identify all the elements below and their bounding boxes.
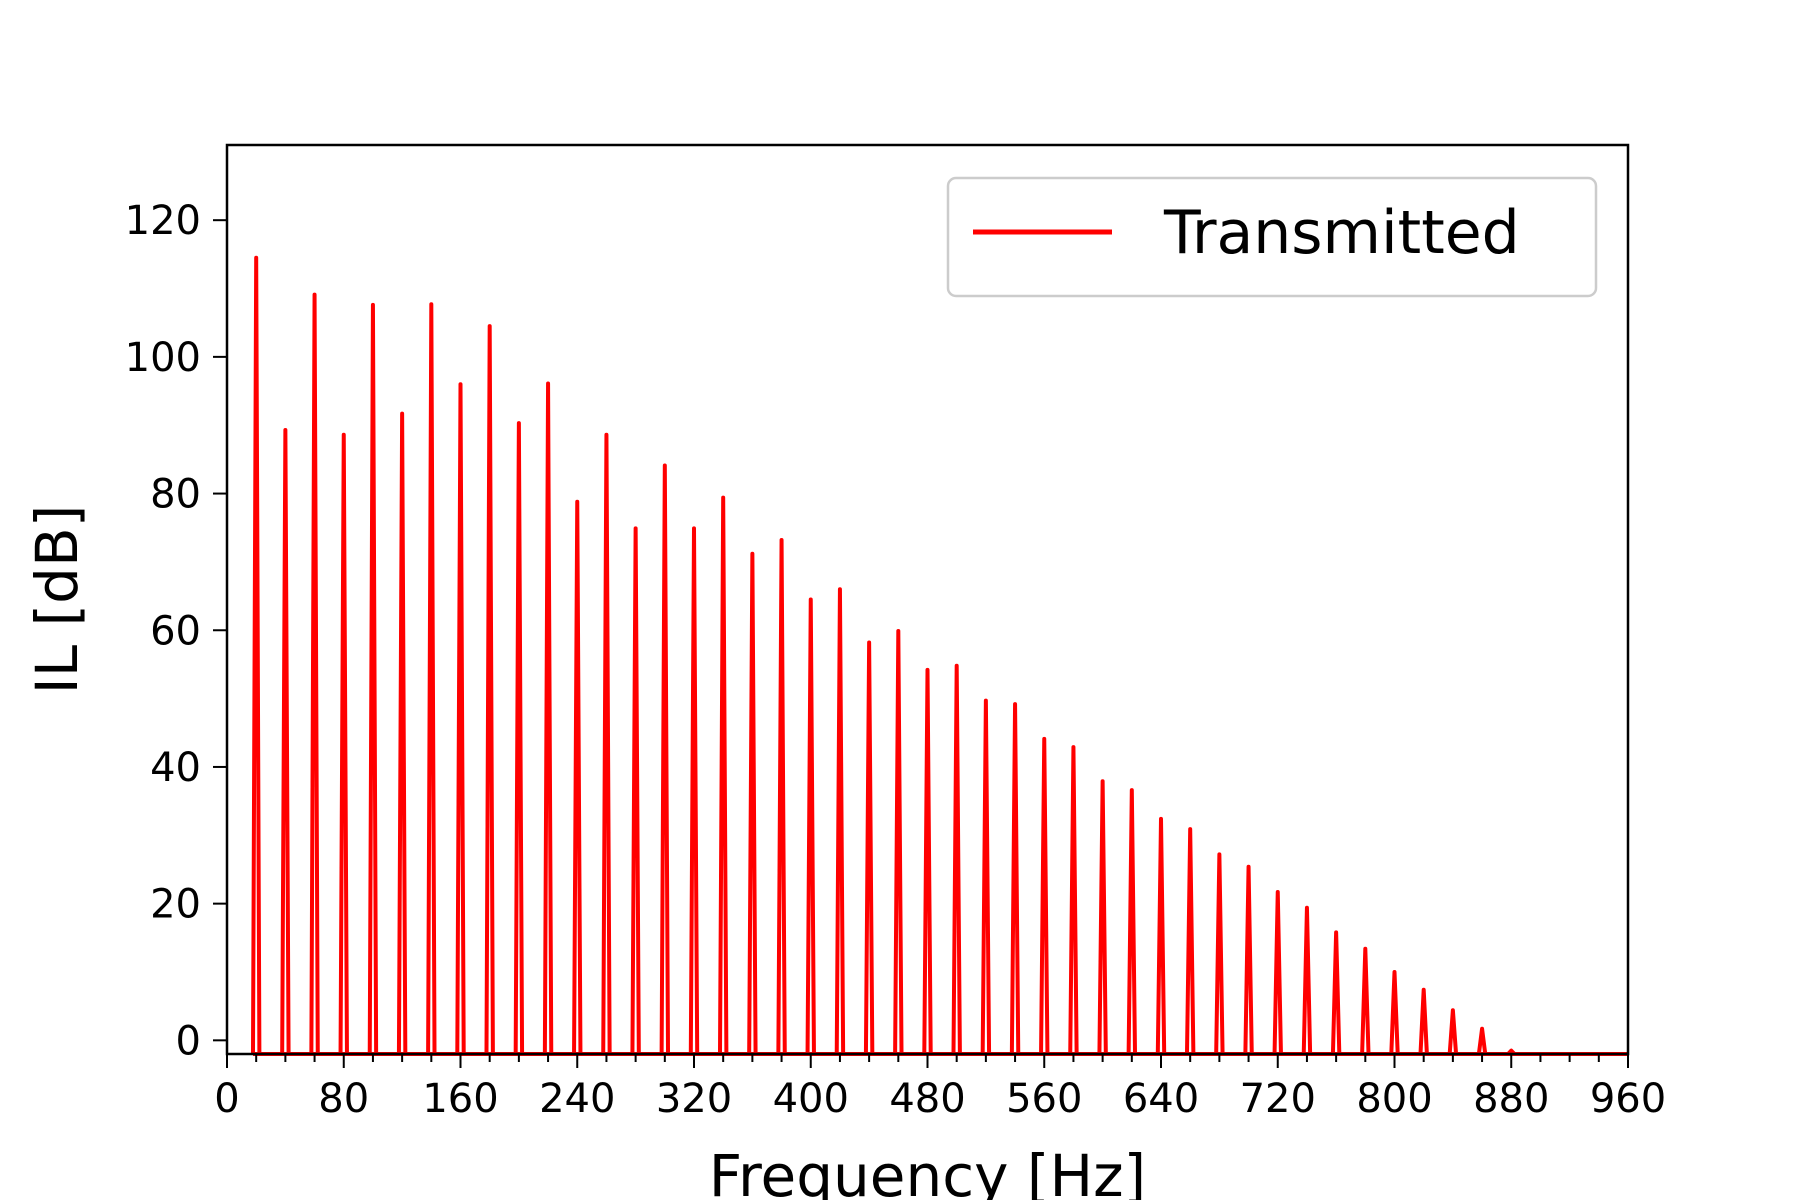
series-layer <box>250 255 1628 1056</box>
series-peak <box>951 663 962 1055</box>
series-peak <box>834 587 846 1055</box>
series-peak <box>542 381 554 1055</box>
x-tick-label: 720 <box>1240 1076 1316 1122</box>
series-peak <box>1009 702 1021 1055</box>
series-peak <box>1360 946 1371 1055</box>
series-peak <box>1476 1026 1488 1055</box>
x-tick-label: 800 <box>1356 1076 1432 1122</box>
y-tick-label: 60 <box>150 608 201 654</box>
series-peak <box>747 551 758 1055</box>
series-peak <box>1272 890 1283 1055</box>
series-peak <box>338 432 349 1055</box>
y-tick-label: 20 <box>150 882 201 928</box>
series-peak <box>1214 852 1225 1055</box>
series-peak <box>717 495 729 1055</box>
series-peak <box>1068 745 1079 1055</box>
series-peak <box>1243 864 1254 1055</box>
series-peak <box>1330 930 1342 1055</box>
x-axis-label: Frequency [Hz] <box>709 1142 1146 1200</box>
x-tick-label: 320 <box>656 1076 732 1122</box>
y-tick-label: 0 <box>176 1018 201 1064</box>
y-axis-label: IL [dB] <box>23 505 91 695</box>
series-peak <box>601 432 612 1055</box>
x-tick-label: 640 <box>1123 1076 1199 1122</box>
legend: Transmitted <box>946 176 1598 298</box>
x-tick-label: 240 <box>539 1076 615 1122</box>
x-tick-label: 160 <box>422 1076 498 1122</box>
series-peak <box>1301 905 1313 1055</box>
legend-frame <box>946 176 1598 298</box>
series-peak <box>688 526 700 1055</box>
x-tick-label: 80 <box>318 1076 369 1122</box>
x-tick-label: 0 <box>214 1076 239 1122</box>
x-tick-label: 480 <box>889 1076 965 1122</box>
series-peak <box>1184 827 1196 1055</box>
series-peak <box>455 382 466 1055</box>
series-peak <box>863 640 875 1055</box>
series-peak <box>1418 987 1429 1055</box>
series-peak <box>513 421 525 1055</box>
y-tick-label: 40 <box>150 745 201 791</box>
series-peak <box>630 526 641 1055</box>
series-peak <box>280 428 291 1055</box>
y-tick-label: 80 <box>150 472 201 518</box>
series-peak <box>1126 788 1138 1055</box>
series-peak <box>776 538 787 1055</box>
series-peak <box>250 255 262 1055</box>
x-tick-label: 960 <box>1590 1076 1666 1122</box>
series-peak <box>309 292 320 1055</box>
series-peak <box>922 667 933 1055</box>
series-peak <box>396 411 408 1055</box>
series-peak <box>572 499 583 1055</box>
series-peak <box>1097 779 1108 1055</box>
series-peak <box>1447 1008 1459 1055</box>
series-peak <box>659 463 671 1055</box>
series-peak <box>484 324 495 1055</box>
series-peak <box>893 628 904 1055</box>
series-peak <box>426 302 437 1055</box>
y-axis-ticks: 0 20 40 60 80 100 120 <box>125 198 227 1064</box>
legend-label-transmitted: Transmitted <box>1163 198 1520 268</box>
y-tick-label: 120 <box>125 198 201 244</box>
series-peak <box>367 302 379 1055</box>
y-tick-label: 100 <box>125 335 201 381</box>
x-tick-label: 400 <box>773 1076 849 1122</box>
x-tick-label: 880 <box>1473 1076 1549 1122</box>
x-tick-label: 560 <box>1006 1076 1082 1122</box>
series-peak <box>980 698 992 1055</box>
series-peak <box>1389 969 1400 1055</box>
series-peak <box>805 597 816 1055</box>
series-peak <box>1155 816 1167 1055</box>
series-peak <box>1039 736 1050 1055</box>
x-axis-ticks: 0 80 160 240 320 400 480 560 640 720 800 880 960 <box>214 1054 1666 1122</box>
